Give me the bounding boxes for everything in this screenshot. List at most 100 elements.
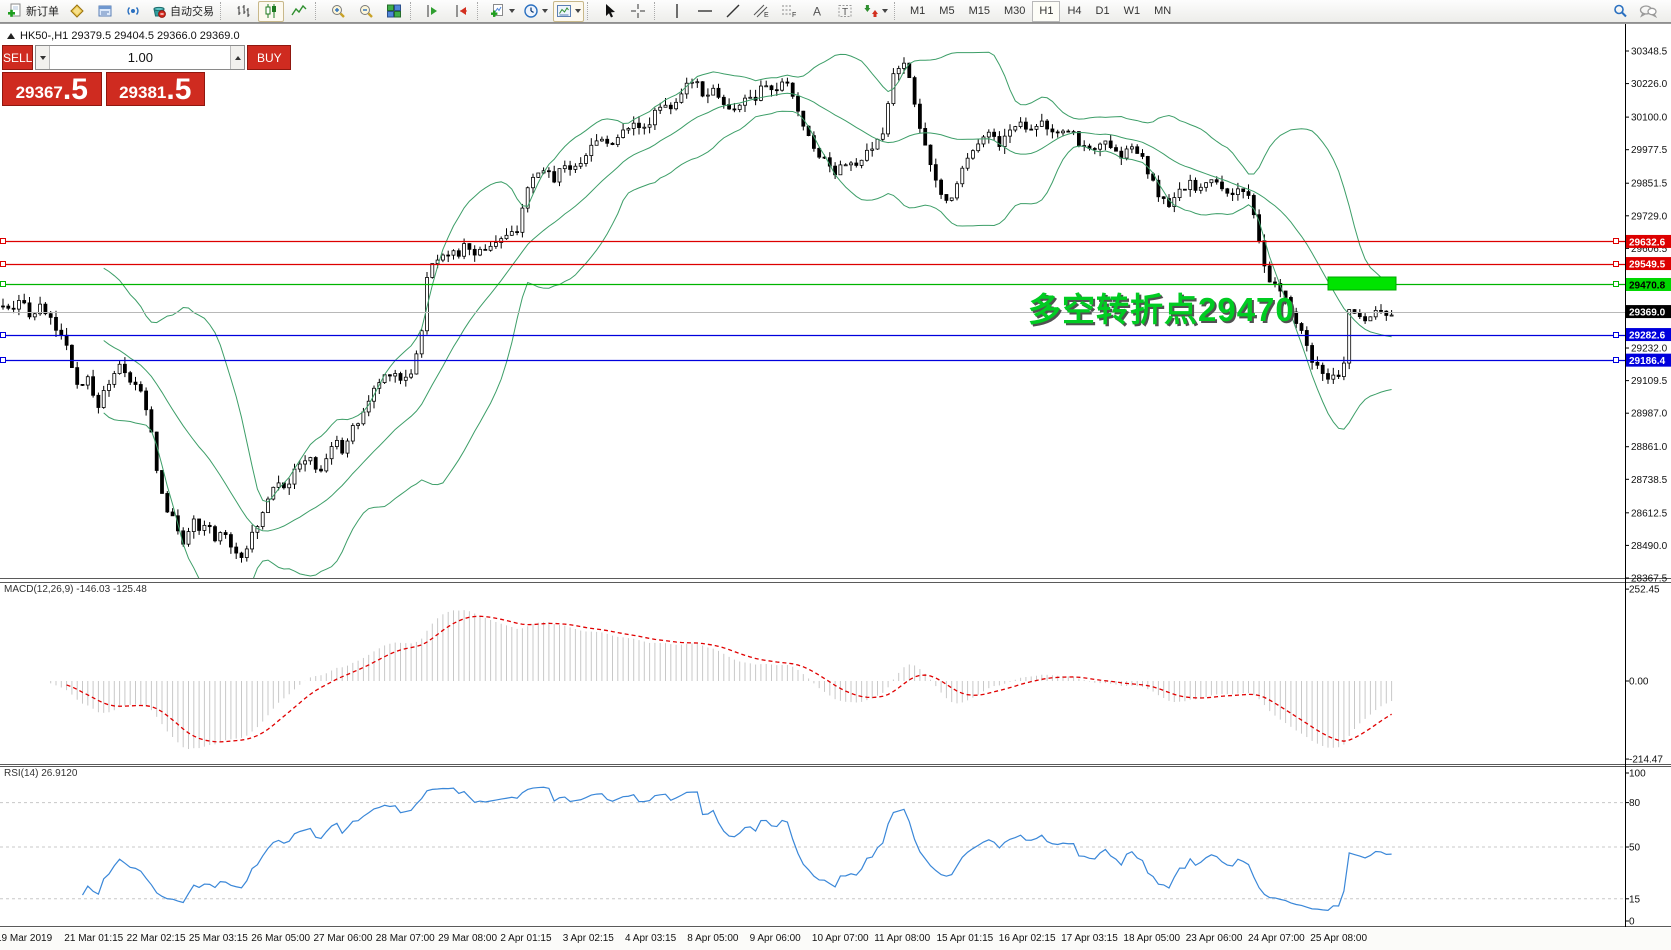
svg-text:29 Mar 08:00: 29 Mar 08:00 xyxy=(438,933,497,944)
volume-decrease-button[interactable] xyxy=(36,46,51,69)
timeframe-H1-button[interactable]: H1 xyxy=(1032,0,1061,22)
volume-increase-button[interactable] xyxy=(230,46,245,69)
fibonacci-button[interactable]: F xyxy=(776,1,802,22)
svg-text:25 Mar 03:15: 25 Mar 03:15 xyxy=(189,933,248,944)
new-order-button[interactable]: 新订单 xyxy=(4,1,62,22)
templates-button[interactable] xyxy=(553,0,584,22)
svg-text:50: 50 xyxy=(1629,843,1641,854)
svg-text:28612.5: 28612.5 xyxy=(1631,508,1668,519)
buy-button[interactable]: BUY xyxy=(247,45,292,70)
periods-clock-icon xyxy=(524,4,538,18)
signals-icon xyxy=(127,7,139,15)
sell-price[interactable]: 29367.5 xyxy=(2,72,102,106)
svg-text:0.00: 0.00 xyxy=(1629,677,1649,688)
volume-input[interactable] xyxy=(50,46,231,69)
bollinger-bands xyxy=(103,51,1392,578)
chat-icon xyxy=(1639,5,1657,19)
depth-of-market-button[interactable] xyxy=(64,1,90,22)
buy-price-frac: .5 xyxy=(166,73,192,106)
timeframe-M30-button[interactable]: M30 xyxy=(1003,5,1026,17)
timeframe-D1-button[interactable]: D1 xyxy=(1095,5,1110,17)
buy-price-main: 29381 xyxy=(119,83,167,102)
horizontal-line-button[interactable] xyxy=(692,1,718,22)
bar-chart-button[interactable] xyxy=(230,1,256,22)
collapse-panel-arrow-icon[interactable] xyxy=(7,33,15,39)
crosshair-button[interactable] xyxy=(625,1,651,22)
vertical-line-button[interactable] xyxy=(664,1,690,22)
timeframe-H4-button[interactable]: H4 xyxy=(1067,5,1082,17)
svg-text:0: 0 xyxy=(1629,917,1635,928)
svg-text:2 Apr 01:15: 2 Apr 01:15 xyxy=(500,933,552,944)
timeframe-M5-button[interactable]: M5 xyxy=(939,5,955,17)
signals-button[interactable] xyxy=(120,1,146,22)
sell-button[interactable]: SELL xyxy=(2,45,34,70)
dropdown-arrow-icon xyxy=(882,9,888,13)
trendline-icon xyxy=(726,4,740,18)
svg-text:9 Apr 06:00: 9 Apr 06:00 xyxy=(750,933,802,944)
line-chart-button[interactable] xyxy=(286,1,312,22)
svg-text:15: 15 xyxy=(1629,894,1641,905)
svg-text:A: A xyxy=(813,5,821,19)
terminal-button[interactable] xyxy=(92,1,118,22)
timeframe-M15-button[interactable]: M15 xyxy=(968,5,990,17)
svg-text:15 Apr 01:15: 15 Apr 01:15 xyxy=(937,933,994,944)
svg-text:28861.0: 28861.0 xyxy=(1631,442,1668,453)
svg-text:4 Apr 03:15: 4 Apr 03:15 xyxy=(625,933,677,944)
svg-text:29282.6: 29282.6 xyxy=(1629,331,1666,342)
timeframe-W1-button[interactable]: W1 xyxy=(1123,5,1141,17)
chat-button[interactable] xyxy=(1635,1,1661,22)
sell-price-frac: .5 xyxy=(62,73,88,106)
new-chart-icon xyxy=(491,4,503,17)
autotrading-button[interactable]: 自动交易 xyxy=(148,1,217,22)
cursor-button[interactable] xyxy=(597,1,623,22)
text-label-button[interactable]: T xyxy=(832,1,858,22)
auto-scroll-button[interactable] xyxy=(420,1,446,22)
periods-button[interactable] xyxy=(520,1,551,22)
svg-text:19 Mar 2019: 19 Mar 2019 xyxy=(0,933,53,944)
arrows-button[interactable] xyxy=(860,1,891,22)
crosshair-icon xyxy=(631,4,645,18)
arrows-icon xyxy=(864,5,878,17)
timeframe-MN-button[interactable]: MN xyxy=(1154,5,1172,17)
toolbar-separator xyxy=(894,2,901,20)
trendline-button[interactable] xyxy=(720,1,746,22)
svg-text:29606.5: 29606.5 xyxy=(1631,244,1668,255)
depth-of-market-icon xyxy=(70,4,84,18)
svg-text:100: 100 xyxy=(1629,769,1646,780)
text-button[interactable]: A xyxy=(804,1,830,22)
buy-price[interactable]: 29381.5 xyxy=(105,72,205,106)
tile-windows-icon xyxy=(387,4,401,18)
candlestick-chart-button[interactable] xyxy=(258,0,284,22)
svg-text:30226.0: 30226.0 xyxy=(1631,79,1668,90)
svg-text:F: F xyxy=(792,12,796,19)
vertical-line-icon xyxy=(676,4,678,18)
zoom-out-button[interactable] xyxy=(353,1,379,22)
tile-windows-button[interactable] xyxy=(381,1,407,22)
toolbar-separator xyxy=(410,2,417,20)
dropdown-arrow-icon xyxy=(542,9,548,13)
chart-shift-button[interactable] xyxy=(448,1,474,22)
price-axis: 30348.5 30226.0 30100.0 29977.5 29851.5 29729… xyxy=(1625,47,1671,585)
new-chart-button[interactable] xyxy=(487,1,518,22)
horizontal-lines xyxy=(0,238,1625,363)
svg-text:29549.5: 29549.5 xyxy=(1629,260,1666,271)
autotrading-icon xyxy=(153,6,166,18)
svg-text:28490.0: 28490.0 xyxy=(1631,541,1668,552)
timeframe-M1-button[interactable]: M1 xyxy=(910,5,926,17)
zoom-out-icon xyxy=(360,5,373,18)
rsi-panel xyxy=(0,786,1625,911)
svg-text:29977.5: 29977.5 xyxy=(1631,145,1668,156)
macd-histogram xyxy=(50,610,1393,750)
search-button[interactable] xyxy=(1607,1,1633,22)
dropdown-arrow-icon xyxy=(509,9,515,13)
svg-text:24 Apr 07:00: 24 Apr 07:00 xyxy=(1248,933,1305,944)
svg-text:E: E xyxy=(764,12,769,19)
highlight-rectangle[interactable] xyxy=(1327,276,1397,291)
svg-text:18 Apr 05:00: 18 Apr 05:00 xyxy=(1123,933,1180,944)
zoom-in-button[interactable] xyxy=(325,1,351,22)
equidistant-channel-button[interactable]: E xyxy=(748,1,774,22)
toolbar-separator xyxy=(315,2,322,20)
svg-text:28 Mar 07:00: 28 Mar 07:00 xyxy=(376,933,435,944)
svg-text:21 Mar 01:15: 21 Mar 01:15 xyxy=(64,933,123,944)
